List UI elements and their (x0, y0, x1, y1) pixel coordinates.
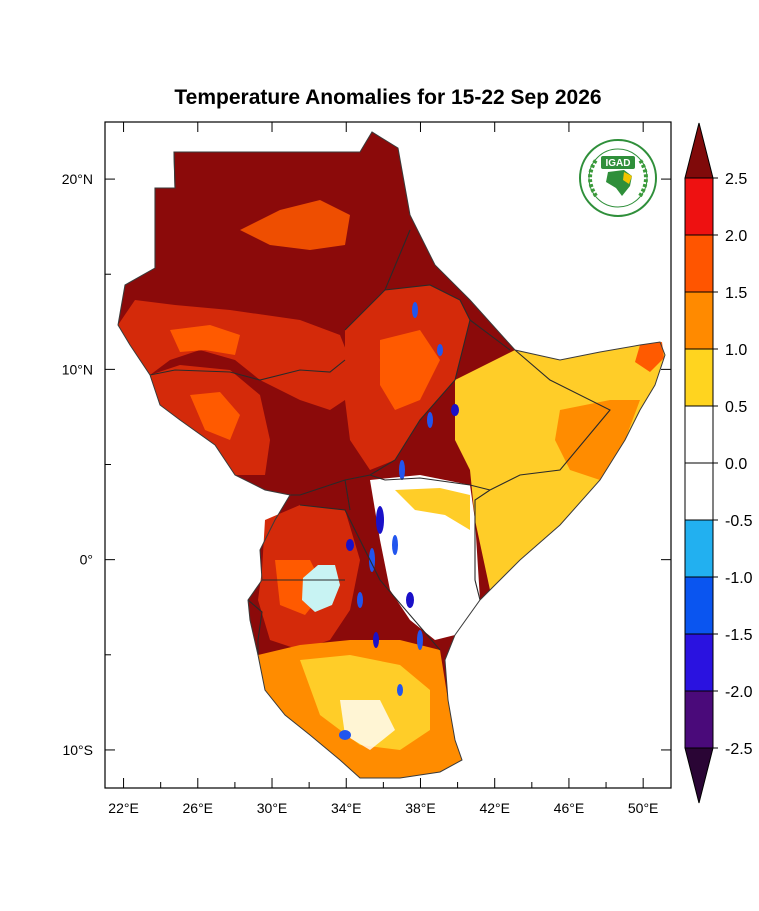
anomaly-cool-spot (376, 506, 384, 534)
anomaly-zone-warm-cape (635, 342, 664, 372)
x-tick-label: 46°E (554, 800, 585, 816)
anomaly-cool-spot (357, 592, 363, 608)
anomaly-cool-spot (412, 302, 418, 318)
x-tick-label: 30°E (257, 800, 288, 816)
anomaly-cool-spot (427, 412, 433, 428)
colorbar-label: 0.5 (725, 399, 747, 416)
lake-victoria (302, 565, 340, 612)
anomaly-field (117, 131, 666, 779)
colorbar-over-triangle (684, 122, 714, 179)
colorbar-box (684, 405, 714, 464)
country-border (384, 284, 511, 351)
laurel-right-icon (638, 158, 648, 198)
laurel-left-icon (588, 158, 598, 198)
country-border (474, 489, 491, 601)
colorbar-box (684, 291, 714, 350)
map-title: Temperature Anomalies for 15-22 Sep 2026 (174, 86, 602, 109)
colorbar-label: 2.0 (725, 228, 747, 245)
colorbar-label: -1.0 (725, 570, 753, 587)
anomaly-zone-highlands-warm (380, 330, 440, 410)
colorbar-box (684, 519, 714, 578)
map-frame-border (104, 121, 672, 789)
colorbar-box (684, 633, 714, 692)
country-border (290, 479, 346, 496)
x-tick-label: 50°E (628, 800, 659, 816)
colorbar-label: -2.5 (725, 741, 753, 758)
anomaly-cool-spot (399, 460, 405, 480)
x-tick-label: 42°E (479, 800, 510, 816)
country-border (369, 474, 491, 491)
anomaly-zone-very-warm-west (118, 300, 350, 410)
igad-label-banner (601, 156, 635, 169)
y-tick-label: 20°N (62, 171, 93, 187)
country-border (299, 504, 441, 651)
anomaly-cool-spot (437, 344, 443, 356)
country-border (489, 349, 611, 491)
anomaly-cool-spot (397, 684, 403, 696)
igad-label: IGAD (606, 158, 631, 169)
anomaly-zone-slight-warm-kenya (395, 488, 470, 530)
x-tick-label: 34°E (331, 800, 362, 816)
anomaly-zone-neutral-tanzania (340, 700, 395, 750)
colorbar-label: 1.5 (725, 285, 747, 302)
x-tick-label: 38°E (405, 800, 436, 816)
anomaly-cool-spot (346, 539, 354, 551)
horn-highlight-icon (623, 172, 632, 184)
colorbar-label: -2.0 (725, 684, 753, 701)
y-tick-label: 0° (80, 552, 93, 568)
igad-logo: IGAD (579, 139, 657, 217)
colorbar-box (684, 462, 714, 521)
anomaly-cool-spot (392, 535, 398, 555)
x-tick-label: 22°E (108, 800, 139, 816)
x-axis-ticks: 22°E 26°E 30°E 34°E 38°E 42°E 46°E 50°E (108, 122, 658, 816)
anomaly-zone-warm-west (170, 325, 240, 355)
anomaly-cool-spot (406, 592, 414, 608)
y-axis-ticks: 20°N 10°N 0° 10°S (62, 171, 671, 758)
country-border (149, 359, 346, 381)
anomaly-cool-spot (339, 730, 351, 740)
y-tick-label: 10°N (62, 361, 93, 377)
anomaly-cool-spot (373, 632, 379, 648)
anomaly-zone-mild-warm-somalia (555, 400, 640, 480)
anomaly-cool-spot (417, 630, 423, 650)
colorbar-box (684, 348, 714, 407)
colorbar-label: -0.5 (725, 513, 753, 530)
anomaly-zone-warm-north (240, 200, 350, 250)
x-tick-label: 26°E (183, 800, 214, 816)
country-border (247, 599, 263, 655)
colorbar: 2.5 2.0 1.5 1.0 0.5 0.0 -0.5 -1.0 -1.5 -2.0 -2.5 (684, 122, 753, 804)
colorbar-box (684, 690, 714, 749)
colorbar-box (684, 177, 714, 236)
colorbar-label: 0.0 (725, 456, 747, 473)
y-tick-label: 10°S (62, 742, 93, 758)
colorbar-label: 2.5 (725, 171, 747, 188)
colorbar-box (684, 234, 714, 293)
country-border (344, 319, 471, 481)
colorbar-label: 1.0 (725, 342, 747, 359)
anomaly-cool-spot (451, 404, 459, 416)
anomaly-zone-warm-cluster (190, 392, 240, 440)
country-border (344, 479, 351, 511)
coastline (117, 131, 666, 779)
colorbar-under-triangle (684, 747, 714, 804)
colorbar-box (684, 576, 714, 635)
colorbar-label: -1.5 (725, 627, 753, 644)
